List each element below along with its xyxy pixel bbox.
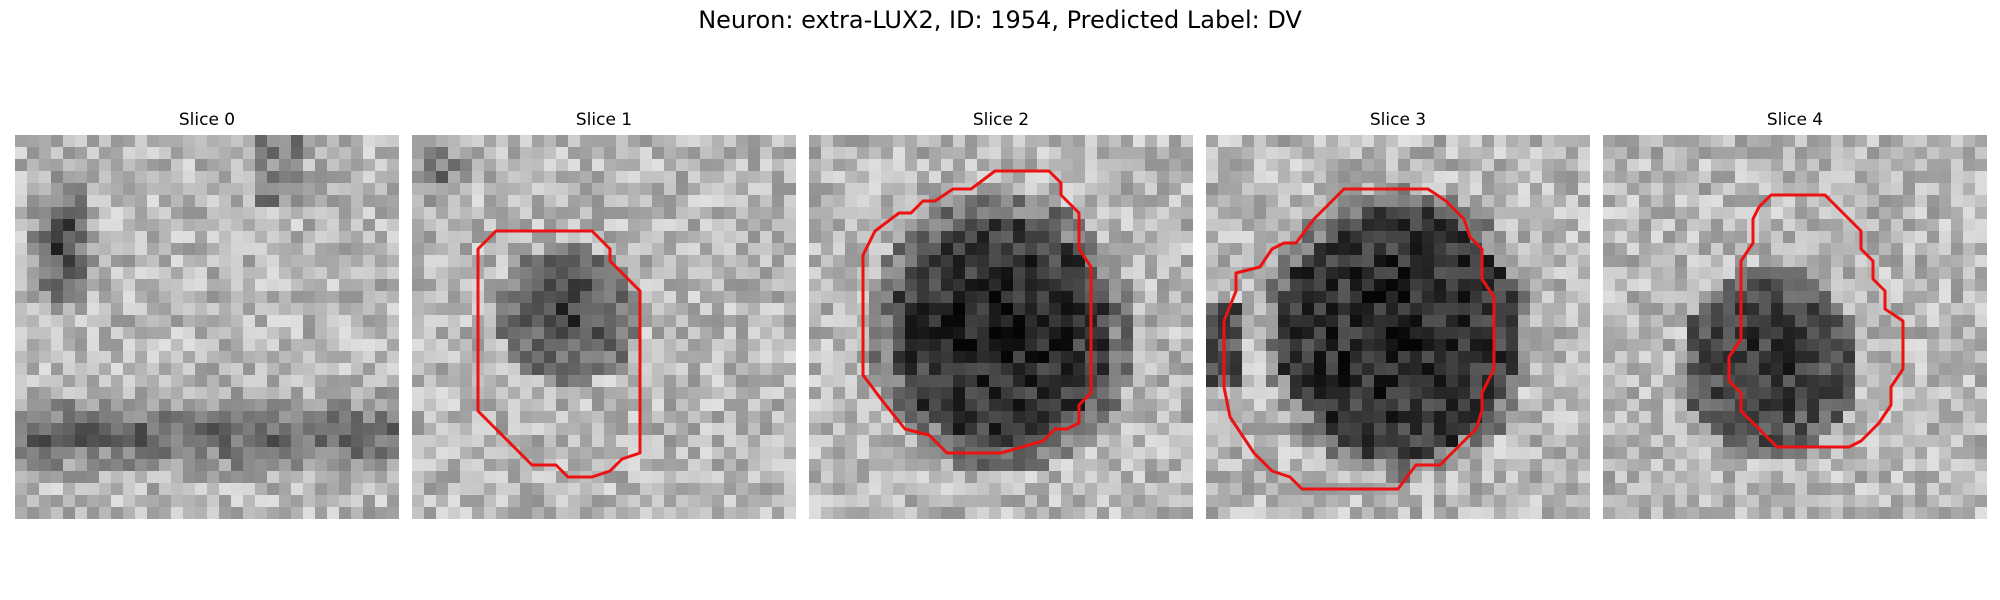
figure-title: Neuron: extra-LUX2, ID: 1954, Predicted … — [698, 6, 1302, 34]
slice-panel-3: Slice 3 — [1206, 110, 1590, 520]
slice-image — [1206, 135, 1590, 519]
slice-panel-4: Slice 4 — [1603, 110, 1987, 520]
segmentation-outline — [861, 169, 1093, 455]
slice-image — [15, 135, 399, 519]
slice-title: Slice 1 — [575, 110, 633, 130]
segmentation-outline — [1727, 193, 1905, 449]
slice-panel-0: Slice 0 — [15, 110, 399, 520]
slice-title: Slice 4 — [1766, 110, 1824, 130]
slice-title: Slice 0 — [178, 110, 236, 130]
slice-title: Slice 2 — [972, 110, 1030, 130]
segmentation-outline — [476, 229, 642, 479]
slice-title: Slice 3 — [1369, 110, 1427, 130]
slice-panel-1: Slice 1 — [412, 110, 796, 520]
slice-image — [412, 135, 796, 519]
slice-image — [1603, 135, 1987, 519]
slice-image — [809, 135, 1193, 519]
slice-panel-2: Slice 2 — [809, 110, 1193, 520]
segmentation-outline — [1222, 187, 1496, 491]
